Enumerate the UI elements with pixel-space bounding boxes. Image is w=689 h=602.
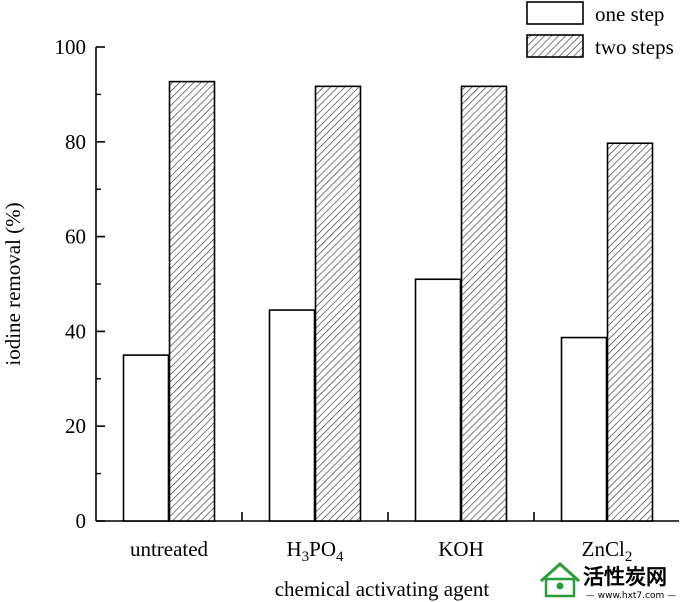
legend-label-one-step: one step [595,2,664,26]
bar-one-step-untreated [122,354,170,522]
legend-label-two-steps: two steps [595,35,674,59]
y-tick-label: 60 [65,225,86,249]
y-tick-label: 100 [55,35,87,59]
legend-swatch-one-step [526,1,584,25]
bar-two-steps-untreated [168,80,216,522]
bar-two-steps-h3po4 [314,85,362,522]
x-tick-label-untreated: untreated [130,537,209,561]
x-tick-label-h3po4: H3PO4 [286,537,344,565]
x-tick-label-zncl2: ZnCl2 [582,537,633,565]
watermark-url: — www.hxt7.com — [586,591,676,601]
legend-swatch-two-steps [526,34,584,58]
y-tick-label: 0 [76,509,87,533]
bar-two-steps-koh [460,85,508,522]
y-axis-title: iodine removal (%) [1,202,25,365]
legend: one step two steps [526,1,674,59]
x-tick-label-koh: KOH [438,537,484,561]
watermark-title: 活性炭网 [583,565,667,589]
watermark-logo: 活性炭网 — www.hxt7.com — [539,561,676,601]
watermark-house-icon [539,561,581,598]
y-tick-label: 80 [65,130,86,154]
y-tick-label: 40 [65,319,86,343]
bar-two-steps-zncl2 [606,142,654,522]
y-axis-ticks: 0 20 40 60 80 100 [55,35,105,533]
y-tick-label: 20 [65,414,86,438]
bar-one-step-h3po4 [268,309,316,522]
bars-group [122,80,654,522]
x-axis-title: chemical activating agent [275,577,490,601]
category-labels: untreated H3PO4 KOH ZnCl2 [130,537,632,565]
x-axis-ticks [241,512,535,521]
bar-one-step-zncl2 [560,336,608,522]
bar-one-step-koh [414,278,462,522]
